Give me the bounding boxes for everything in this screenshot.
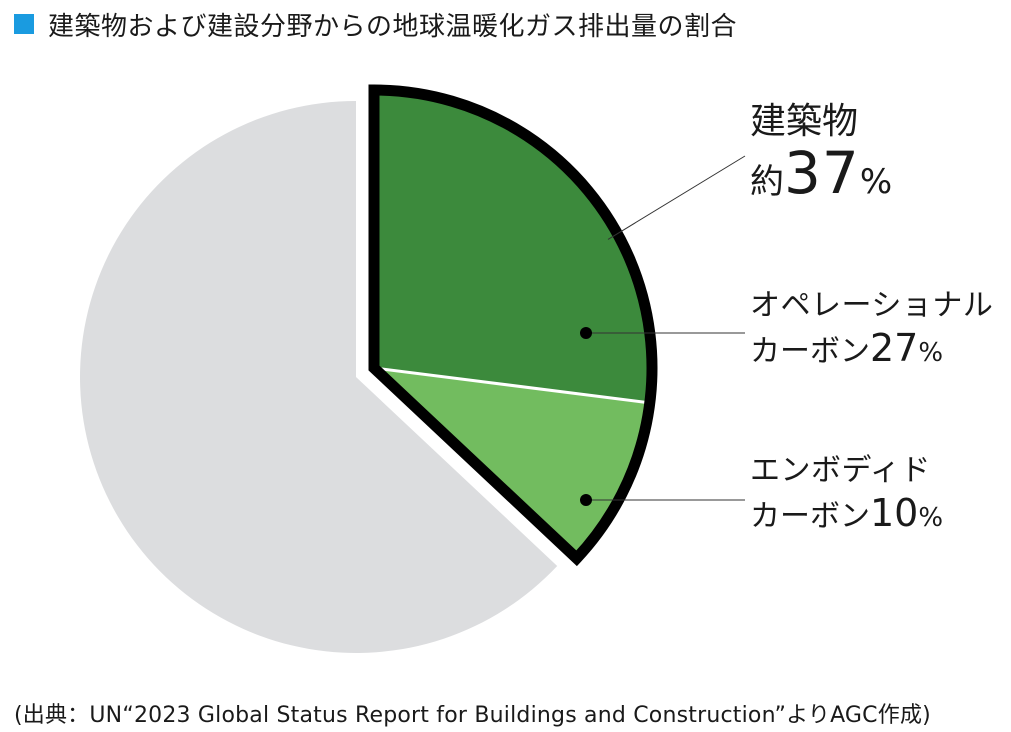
pie-slice-divider [373, 366, 648, 404]
label-operational-line2: カーボン27% [750, 329, 993, 367]
label-embodied-value: 10 [870, 491, 919, 535]
label-building-name: 建築物 [750, 101, 859, 142]
pie-slice-rest [80, 101, 558, 653]
leader-dot-operational [580, 327, 592, 339]
label-building: 建築物 約37% [750, 101, 892, 203]
chart-title-text: 建築物および建設分野からの地球温暖化ガス排出量の割合 [48, 11, 738, 42]
label-embodied-text: カーボン [750, 499, 870, 534]
pie-slice-operational-carbon [374, 93, 649, 403]
building-group-outline [368, 84, 658, 567]
leader-line-building [607, 155, 746, 240]
label-operational-carbon: オペレーショナル カーボン27% [750, 288, 994, 368]
label-building-unit: % [859, 162, 893, 202]
title-marker-square [14, 14, 34, 34]
label-building-prefix: 約 [750, 162, 784, 202]
chart-title: 建築物および建設分野からの地球温暖化ガス排出量の割合 [14, 8, 738, 42]
label-operational-unit: % [918, 338, 944, 368]
label-embodied-line2: カーボン10% [750, 494, 943, 532]
label-embodied-unit: % [918, 503, 944, 533]
label-embodied-carbon: エンボディド カーボン10% [750, 453, 943, 533]
pie-slice-embodied-carbon [374, 368, 647, 557]
label-operational-text: カーボン [750, 334, 870, 369]
label-operational-value: 27 [870, 326, 919, 370]
label-operational-line1: オペレーショナル [750, 288, 994, 323]
leader-dot-embodied [580, 494, 592, 506]
source-note: (出典：UN“2023 Global Status Report for Bui… [14, 703, 931, 728]
label-building-percent: 約37% [750, 144, 892, 202]
label-embodied-line1: エンボディド [750, 453, 931, 488]
label-building-value: 37 [784, 139, 860, 207]
